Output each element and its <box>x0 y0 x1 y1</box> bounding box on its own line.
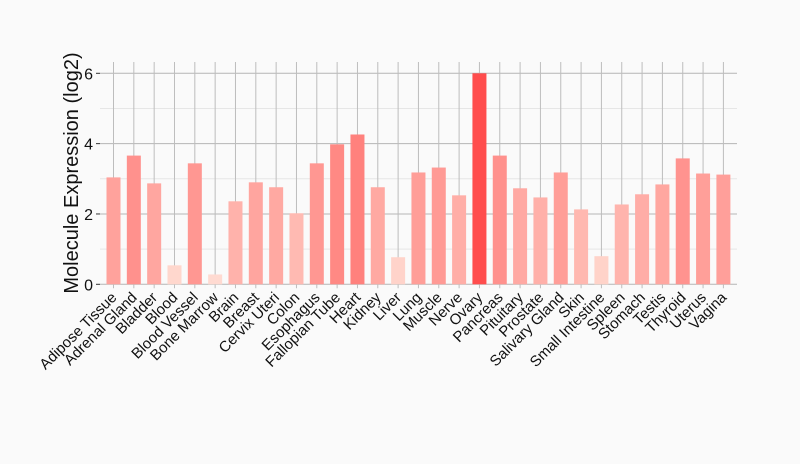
bar-heart <box>350 134 365 285</box>
y-axis-label: Molecule Expression (log2) <box>61 52 83 293</box>
y-tick-label: 4 <box>84 137 93 154</box>
bar-small-intestine <box>594 256 609 285</box>
bar-cervix-uteri <box>269 187 284 285</box>
bar-skin <box>574 209 589 285</box>
bar-pancreas <box>492 155 507 285</box>
bar-blood-vessel <box>187 163 202 285</box>
bar-kidney <box>370 187 385 285</box>
bar-testis <box>655 184 670 285</box>
bar-vagina <box>716 174 731 285</box>
bar-colon <box>289 213 304 285</box>
bar-thyroid <box>675 158 690 285</box>
bar-pituitary <box>513 188 528 285</box>
bar-salivary-gland <box>553 172 568 285</box>
bar-adipose-tissue <box>106 177 121 285</box>
y-tick-label: 6 <box>84 66 93 83</box>
bar-brain <box>228 201 243 285</box>
bar-uterus <box>696 173 711 285</box>
bar-blood <box>167 265 182 285</box>
bar-breast <box>248 182 263 285</box>
bar-muscle <box>431 167 446 285</box>
bar-spleen <box>614 204 629 285</box>
bar-lung <box>411 172 426 285</box>
bar-nerve <box>452 195 467 285</box>
bar-esophagus <box>309 163 324 285</box>
bar-fallopian-tube <box>330 144 345 285</box>
bar-prostate <box>533 197 548 285</box>
bar-ovary <box>472 73 487 285</box>
bar-bone-marrow <box>208 274 223 285</box>
y-tick-label: 2 <box>84 207 93 224</box>
bar-adrenal-gland <box>126 155 141 285</box>
bar-stomach <box>635 194 650 285</box>
bar-liver <box>391 257 406 285</box>
bar-bladder <box>147 183 162 285</box>
y-tick-label: 0 <box>84 277 93 294</box>
